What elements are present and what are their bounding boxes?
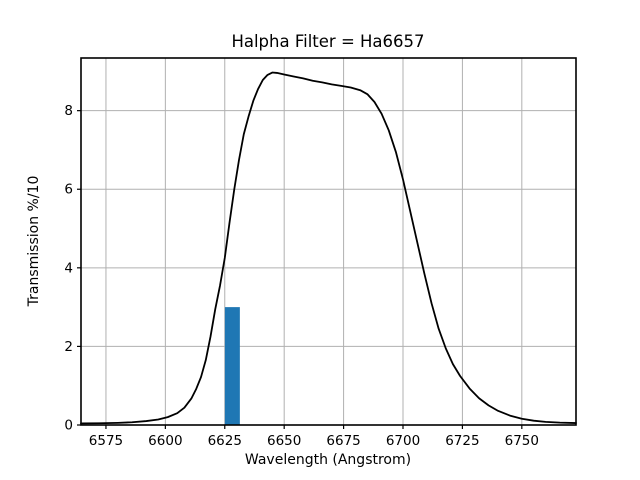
grid-layer <box>81 58 576 426</box>
x-tick-label: 6625 <box>208 433 242 449</box>
y-tick-label: 6 <box>64 182 73 198</box>
x-tick-label: 6575 <box>89 433 123 449</box>
chart-title: Halpha Filter = Ha6657 <box>231 32 424 51</box>
plot-border <box>80 57 577 426</box>
y-tick-label: 4 <box>64 260 73 276</box>
axes-spines <box>80 57 577 426</box>
x-tick-label: 6600 <box>148 433 182 449</box>
x-tick-label: 6725 <box>445 433 479 449</box>
x-tick-label: 6650 <box>267 433 301 449</box>
x-axis-label: Wavelength (Angstrom) <box>245 452 411 468</box>
marker-bar <box>224 307 240 425</box>
y-tick-label: 8 <box>64 103 73 119</box>
y-tick-label: 2 <box>64 339 73 355</box>
y-tick-label: 0 <box>64 418 73 434</box>
x-tick-label: 6750 <box>505 433 539 449</box>
tick-layer: 6575 6600 6625 6650 6675 6700 6725 6750 0 2 4 6 8 <box>64 103 539 449</box>
y-axis-label: Transmission %/10 <box>26 176 42 308</box>
filter-transmission-curve <box>80 71 577 425</box>
data-layer <box>80 71 577 425</box>
x-tick-label: 6700 <box>386 433 420 449</box>
x-tick-label: 6675 <box>326 433 360 449</box>
